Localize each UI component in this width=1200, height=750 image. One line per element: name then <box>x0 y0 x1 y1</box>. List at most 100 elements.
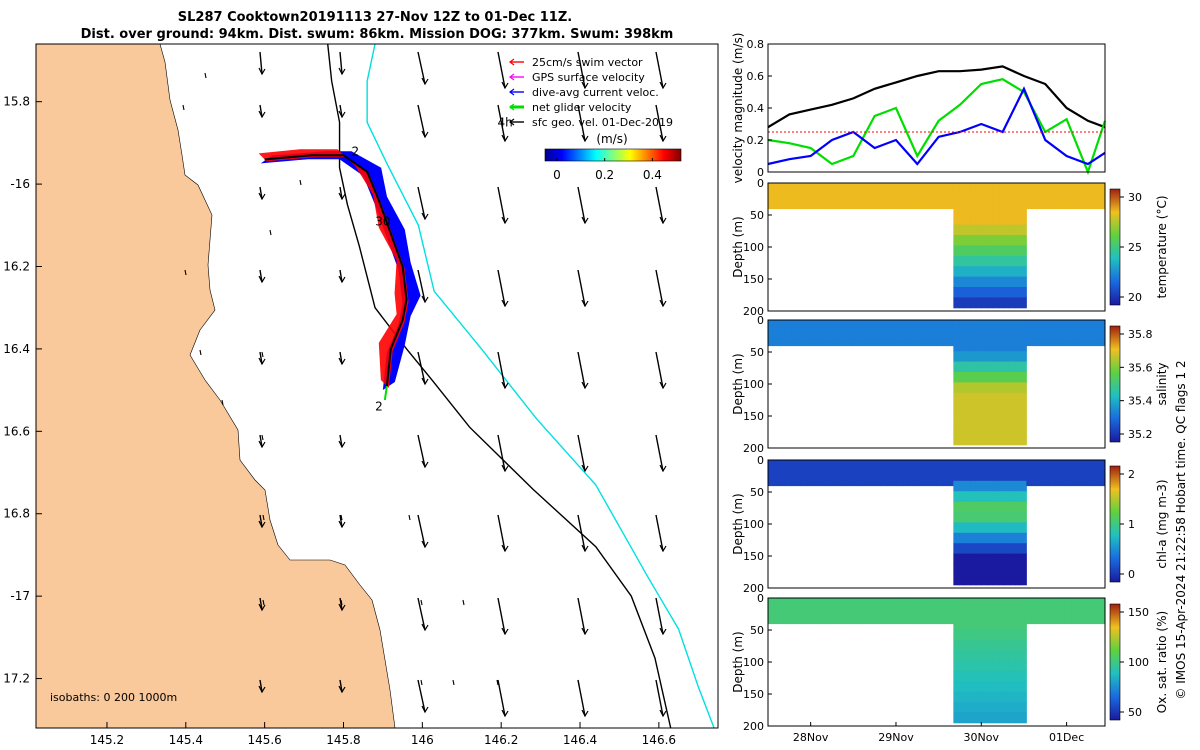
section-cell <box>863 187 870 190</box>
section-cell <box>1065 460 1072 463</box>
section-cell <box>818 334 825 338</box>
section-cell <box>908 328 915 332</box>
section-cell <box>902 204 909 207</box>
section-cell <box>885 598 893 601</box>
section-cell <box>947 612 954 616</box>
section-cell <box>930 621 937 625</box>
section-cell <box>1099 341 1106 344</box>
section-cell <box>1060 604 1067 608</box>
section-cell <box>998 403 1005 415</box>
section-cell <box>1082 472 1089 476</box>
section-cell <box>902 621 909 625</box>
section-cell <box>784 474 791 478</box>
section-cell <box>936 339 943 342</box>
section-cell <box>1026 322 1033 325</box>
section-cell <box>942 617 949 620</box>
section-cell <box>796 197 803 201</box>
section-cell <box>812 322 820 325</box>
section-cell <box>829 612 836 616</box>
section-cell <box>874 468 881 472</box>
section-cell <box>1060 189 1067 193</box>
section-cell <box>846 341 853 344</box>
section-cell <box>784 339 791 342</box>
section-cell <box>1015 392 1022 404</box>
section-cell <box>807 337 814 340</box>
section-cell <box>942 334 949 338</box>
section-cell <box>841 479 848 482</box>
section-cell <box>812 326 820 330</box>
section-cell <box>947 610 954 614</box>
section-cell <box>1060 197 1067 201</box>
section-cell <box>1082 343 1089 347</box>
section-cell <box>807 466 814 470</box>
section-cell <box>1043 468 1050 472</box>
section-cell <box>790 610 797 614</box>
section-cell <box>987 340 994 352</box>
section-cell <box>1009 564 1016 575</box>
section-cell <box>880 195 887 199</box>
section-cell <box>1031 602 1039 605</box>
section-cell <box>863 460 870 463</box>
section-cell <box>807 600 814 603</box>
section-cell <box>885 477 893 480</box>
time-tick-label: 28Nov <box>793 731 829 744</box>
section-cell <box>829 334 836 338</box>
section-cell <box>1076 468 1084 472</box>
section-cell <box>964 691 971 703</box>
section-cell <box>869 477 876 480</box>
section-cell <box>1060 481 1067 484</box>
section-cell <box>964 501 971 513</box>
current-arrow-head <box>258 275 266 284</box>
section-cell <box>1037 191 1044 195</box>
section-cell <box>919 617 926 620</box>
section-cell <box>796 598 803 601</box>
section-cell <box>908 479 915 482</box>
section-cell <box>863 466 870 470</box>
section-cell <box>987 424 994 435</box>
section-cell <box>885 339 893 342</box>
section-cell <box>1060 470 1067 474</box>
section-cell <box>914 343 921 347</box>
section-cell <box>829 326 836 330</box>
section-cell <box>891 332 898 336</box>
section-cell <box>824 619 831 622</box>
section-cell <box>1020 235 1027 246</box>
section-cell <box>908 206 915 210</box>
section-cell <box>981 608 988 620</box>
section-cell <box>779 604 786 608</box>
section-cell <box>953 287 960 298</box>
section-cell <box>1048 189 1055 193</box>
section-cell <box>807 483 814 487</box>
section-cell <box>784 464 791 467</box>
velocity-line <box>767 86 1106 166</box>
section-cell <box>801 617 808 620</box>
section-cell <box>874 621 881 625</box>
current-arrow-head <box>421 623 429 632</box>
section-cell <box>857 619 864 622</box>
section-cell <box>1015 287 1022 298</box>
section-cell <box>919 612 926 616</box>
section-cell <box>818 187 825 190</box>
section-cell <box>1060 617 1067 620</box>
section-cell <box>768 617 775 620</box>
section-cell <box>807 341 814 344</box>
colorbar-tick-label: 35.8 <box>1128 328 1153 341</box>
section-cell <box>1060 462 1067 465</box>
section-cell <box>964 287 971 298</box>
section-cell <box>869 341 876 344</box>
section-cell <box>902 608 909 612</box>
current-arrow-head <box>581 216 589 225</box>
current-arrow <box>259 51 263 75</box>
section-cell <box>930 600 937 603</box>
section-cell <box>812 193 820 197</box>
section-cell <box>936 337 943 340</box>
section-cell <box>779 600 786 603</box>
section-cell <box>1088 332 1095 336</box>
section-cell <box>779 460 786 463</box>
current-arrow <box>417 269 426 303</box>
section-cell <box>796 464 803 467</box>
section-cell <box>981 297 988 309</box>
section-cell <box>801 204 808 207</box>
section-cell <box>779 189 786 193</box>
section-cell <box>1093 339 1100 342</box>
